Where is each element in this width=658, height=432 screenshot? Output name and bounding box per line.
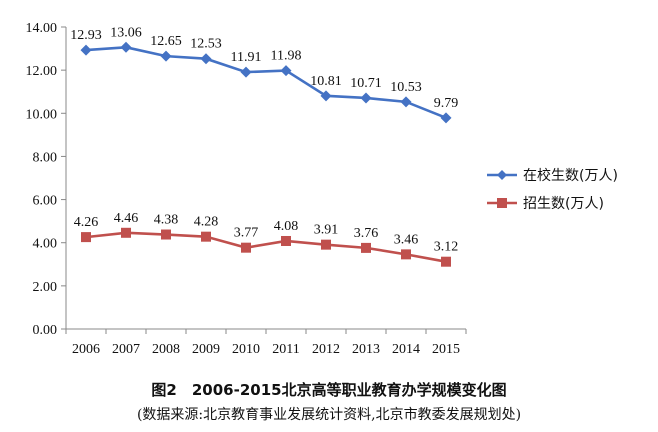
data-label: 4.26 — [74, 215, 99, 230]
x-axis-tick-labels: 2006 2007 2008 2009 2010 2011 2012 2013 2014 2015 — [72, 342, 460, 357]
series-line — [85, 45, 447, 120]
y-tick-label: 12.00 — [26, 64, 58, 79]
x-tick-label: 2007 — [112, 342, 140, 357]
data-label: 3.46 — [394, 232, 419, 247]
data-point — [161, 229, 171, 240]
data-point — [440, 112, 452, 124]
data-label: 3.76 — [354, 226, 379, 241]
x-tick-label: 2012 — [312, 342, 340, 357]
line-chart: 0.00 2.00 4.00 6.00 8.00 10.00 12.00 14.00 2006… — [26, 21, 618, 357]
data-point — [361, 242, 371, 253]
data-point — [120, 41, 132, 53]
data-point — [320, 90, 332, 102]
y-tick-label: 14.00 — [26, 21, 58, 36]
axes — [61, 26, 467, 334]
legend-label: 招生数(万人) — [523, 196, 604, 212]
legend-marker — [497, 170, 507, 180]
data-source-note: (数据来源:北京教育事业发展统计资料,北京市教委发展规划处) — [136, 407, 522, 423]
data-label: 10.81 — [310, 74, 342, 89]
y-tick-label: 10.00 — [26, 107, 58, 122]
data-label: 4.08 — [274, 219, 299, 234]
legend-item-1: 在校生数(万人) — [487, 167, 618, 184]
series-2: 4.26 4.46 4.38 4.28 3.77 4.08 3.91 3.76 3.46 3.12 — [74, 211, 459, 267]
data-point — [80, 44, 92, 56]
data-point — [321, 239, 331, 250]
y-axis-tick-labels: 0.00 2.00 4.00 6.00 8.00 10.00 12.00 14.00 — [26, 21, 58, 338]
y-tick-label: 2.00 — [33, 280, 58, 295]
data-label: 4.28 — [194, 215, 219, 230]
data-label: 3.91 — [314, 223, 339, 238]
x-tick-label: 2008 — [152, 342, 180, 357]
data-point — [441, 256, 451, 267]
data-point — [401, 249, 411, 260]
data-point — [121, 227, 131, 238]
data-point — [281, 235, 291, 246]
data-point — [280, 65, 292, 77]
data-point — [201, 231, 211, 242]
series-1: 12.93 13.06 12.65 12.53 11.91 11.98 10.81 10.71… — [70, 25, 459, 124]
legend-marker — [497, 198, 507, 208]
data-label: 10.53 — [390, 80, 422, 95]
x-tick-label: 2009 — [192, 342, 220, 357]
data-label: 9.79 — [434, 96, 459, 111]
series-line — [85, 231, 447, 263]
data-point — [240, 66, 252, 78]
x-tick-label: 2013 — [352, 342, 380, 357]
y-tick-label: 6.00 — [33, 194, 58, 209]
legend-label: 在校生数(万人) — [523, 167, 618, 184]
data-point — [81, 232, 91, 243]
x-tick-label: 2015 — [432, 342, 460, 357]
data-point — [160, 50, 172, 62]
x-tick-label: 2006 — [72, 342, 100, 357]
x-tick-label: 2011 — [272, 342, 299, 357]
data-label: 4.38 — [154, 213, 179, 228]
data-label: 12.93 — [70, 28, 102, 43]
data-label: 3.77 — [234, 226, 259, 241]
y-tick-label: 0.00 — [33, 323, 58, 338]
x-tick-label: 2010 — [232, 342, 260, 357]
y-tick-label: 4.00 — [33, 237, 58, 252]
figure-caption: 图2 2006-2015北京高等职业教育办学规模变化图 — [151, 381, 507, 399]
x-tick-label: 2014 — [392, 342, 420, 357]
data-label: 13.06 — [110, 25, 142, 40]
y-tick-label: 8.00 — [33, 150, 58, 165]
data-label: 4.46 — [114, 211, 139, 226]
data-point — [400, 96, 412, 108]
data-label: 11.91 — [231, 50, 262, 65]
data-label: 11.98 — [271, 49, 302, 64]
legend-item-2: 招生数(万人) — [487, 196, 604, 212]
data-label: 12.53 — [190, 37, 222, 52]
data-label: 3.12 — [434, 240, 459, 255]
series-layer: 12.93 13.06 12.65 12.53 11.91 11.98 10.81 10.71… — [70, 25, 459, 267]
legend: 在校生数(万人) 招生数(万人) — [487, 167, 618, 212]
data-point — [360, 92, 372, 104]
data-label: 10.71 — [350, 76, 382, 91]
data-point — [241, 242, 251, 253]
data-label: 12.65 — [150, 34, 182, 49]
data-point — [200, 53, 212, 65]
